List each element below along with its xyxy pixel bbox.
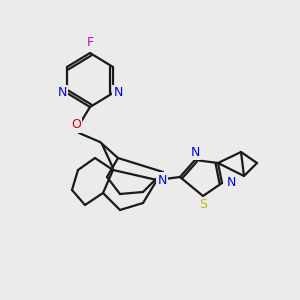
Text: N: N xyxy=(190,146,200,158)
Text: S: S xyxy=(199,199,207,212)
Text: O: O xyxy=(71,118,81,131)
Text: N: N xyxy=(57,86,67,100)
Text: N: N xyxy=(157,173,167,187)
Text: F: F xyxy=(86,37,94,50)
Text: N: N xyxy=(113,86,123,100)
Text: N: N xyxy=(226,176,236,190)
